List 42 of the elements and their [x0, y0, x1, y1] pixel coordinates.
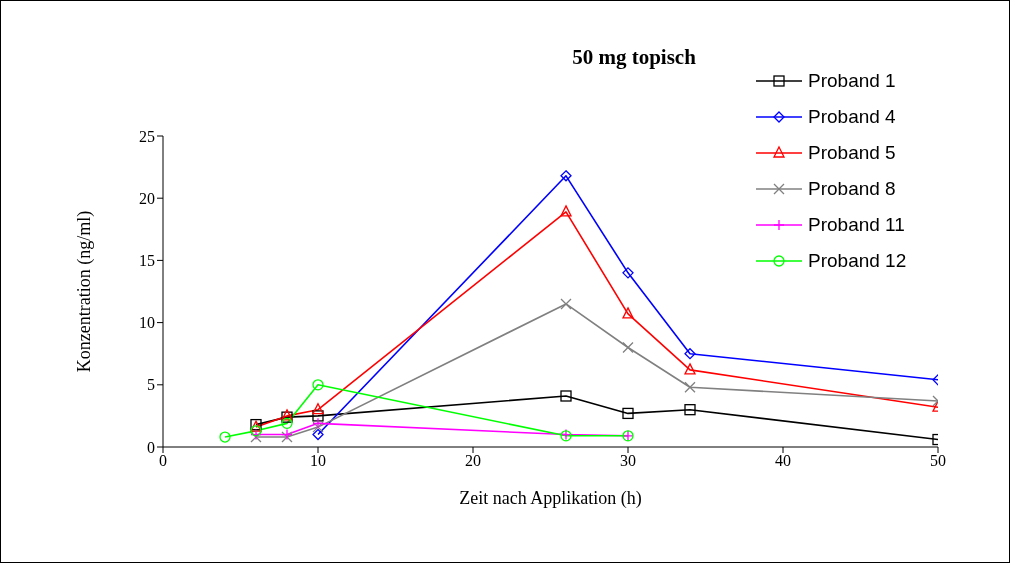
- point: [250, 425, 262, 437]
- x-tick-label: 0: [159, 452, 167, 470]
- point: [622, 307, 634, 319]
- point: [622, 267, 634, 279]
- legend-label: Proband 8: [808, 178, 896, 200]
- point: [684, 348, 696, 360]
- y-tick-label: 0: [147, 438, 155, 456]
- y-tick-label: 15: [139, 252, 155, 270]
- y-tick-label: 25: [139, 127, 155, 145]
- point: [312, 421, 324, 433]
- point: [560, 390, 572, 402]
- legend-label: Proband 1: [808, 70, 896, 92]
- chart-title: 50 mg topisch: [571, 45, 697, 70]
- x-tick-label: 20: [465, 452, 481, 470]
- point: [281, 417, 293, 430]
- x-tick-label: 10: [310, 452, 326, 470]
- point: [622, 407, 634, 420]
- legend-label: Proband 5: [808, 142, 896, 164]
- x-axis-title: Zeit nach Applikation (h): [459, 488, 642, 509]
- point: [560, 298, 572, 310]
- point: [684, 381, 696, 393]
- point: [622, 341, 634, 354]
- point: [312, 428, 324, 441]
- x-tick-label: 40: [775, 452, 791, 470]
- legend-label: Proband 4: [808, 106, 896, 128]
- point: [684, 404, 696, 416]
- x-tick-label: 30: [620, 452, 636, 470]
- x-tick-label: 50: [930, 452, 946, 470]
- point: [312, 403, 324, 415]
- point: [219, 431, 231, 443]
- point: [560, 170, 572, 182]
- legend-label: Proband 11: [808, 214, 905, 236]
- point: [312, 379, 324, 391]
- point: [312, 410, 324, 422]
- y-tick-label: 20: [139, 189, 155, 207]
- y-tick-label: 5: [147, 376, 155, 394]
- point: [684, 363, 696, 375]
- point: [560, 205, 572, 217]
- y-axis-title: Konzentration (ng/ml): [74, 210, 96, 373]
- legend-label: Proband 12: [808, 250, 907, 272]
- point: [312, 417, 324, 430]
- y-tick-label: 10: [139, 314, 155, 332]
